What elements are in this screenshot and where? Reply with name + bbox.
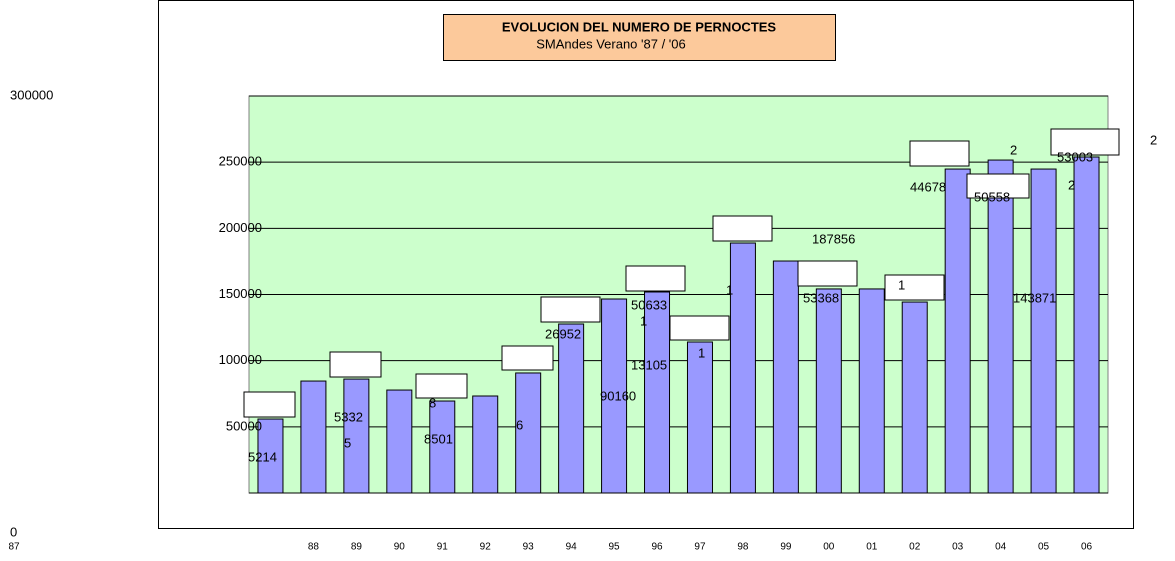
annotation: 90160 — [600, 388, 636, 403]
bar — [386, 389, 413, 494]
x-tick-label: 88 — [308, 542, 320, 553]
x-tick-label: 95 — [609, 542, 621, 553]
annotation: 5214 — [248, 449, 277, 464]
annotation: 5 — [344, 435, 351, 450]
annotation: 1 — [726, 282, 733, 297]
y-tick-label: 150000 — [219, 286, 262, 301]
bar — [343, 378, 370, 494]
bar — [429, 400, 456, 494]
bar — [729, 242, 756, 494]
chart-subtitle: SMAndes Verano '87 / '06 — [536, 36, 686, 51]
annotation: 143871 — [1013, 290, 1056, 305]
x-tick-label: 98 — [737, 542, 749, 553]
x-tick-label: 94 — [566, 542, 578, 553]
bar — [901, 301, 928, 494]
annotation: 53368 — [803, 290, 839, 305]
bar — [1030, 168, 1057, 494]
bar — [558, 323, 585, 494]
chart-title: EVOLUCION DEL NUMERO DE PERNOCTES — [502, 19, 777, 34]
y-tick-label: 100000 — [219, 352, 262, 367]
annotation: 187856 — [812, 231, 855, 246]
x-tick-label: 89 — [351, 542, 363, 553]
x-tick-label: 01 — [866, 542, 878, 553]
annotation: 6 — [516, 417, 523, 432]
bar — [772, 260, 799, 494]
x-tick-label: 93 — [523, 542, 535, 553]
bar — [987, 159, 1014, 494]
annotation: 50633 — [631, 297, 667, 312]
annotation: 2 — [1010, 142, 1017, 157]
annotation: 8 — [429, 395, 436, 410]
title-box — [443, 14, 836, 61]
annotation: 5332 — [334, 409, 363, 424]
x-tick-label: 06 — [1081, 542, 1093, 553]
bar — [515, 372, 542, 494]
annotation: 53003 — [1057, 149, 1093, 164]
bar — [601, 298, 628, 494]
annotation: 26952 — [545, 326, 581, 341]
bar — [944, 168, 971, 494]
bar — [644, 291, 671, 494]
annotation: 2 — [1150, 132, 1157, 147]
x-tick-label: 91 — [437, 542, 449, 553]
x-tick-label: 02 — [909, 542, 921, 553]
bar — [300, 380, 327, 494]
x-tick-label: 03 — [952, 542, 964, 553]
bar — [686, 341, 713, 494]
annotation: 50558 — [974, 189, 1010, 204]
annotation: 1 — [640, 313, 647, 328]
x-tick-label: 97 — [694, 542, 706, 553]
bar — [858, 288, 885, 494]
y-tick-label: 300000 — [10, 87, 53, 102]
y-tick-label: 250000 — [219, 154, 262, 169]
annotation: 8501 — [424, 431, 453, 446]
bar — [472, 395, 499, 494]
y-tick-label: 50000 — [226, 418, 262, 433]
x-tick-label: 96 — [651, 542, 663, 553]
annotation: 1 — [698, 345, 705, 360]
x-tick-label: 87 — [8, 542, 20, 553]
x-tick-label: 92 — [480, 542, 492, 553]
x-tick-label: 05 — [1038, 542, 1050, 553]
annotation: 13105 — [631, 357, 667, 372]
x-tick-label: 04 — [995, 542, 1007, 553]
bar — [257, 418, 284, 494]
annotation: 44678 — [910, 179, 946, 194]
bar — [815, 288, 842, 494]
annotation: 2 — [1068, 177, 1075, 192]
x-tick-label: 99 — [780, 542, 792, 553]
bar — [1073, 156, 1100, 494]
x-tick-label: 90 — [394, 542, 406, 553]
annotation: 1 — [898, 277, 905, 292]
y-tick-label: 200000 — [219, 220, 262, 235]
x-tick-label: 00 — [823, 542, 835, 553]
label-boxes — [243, 128, 1120, 418]
y-tick-label: 0 — [10, 524, 17, 539]
